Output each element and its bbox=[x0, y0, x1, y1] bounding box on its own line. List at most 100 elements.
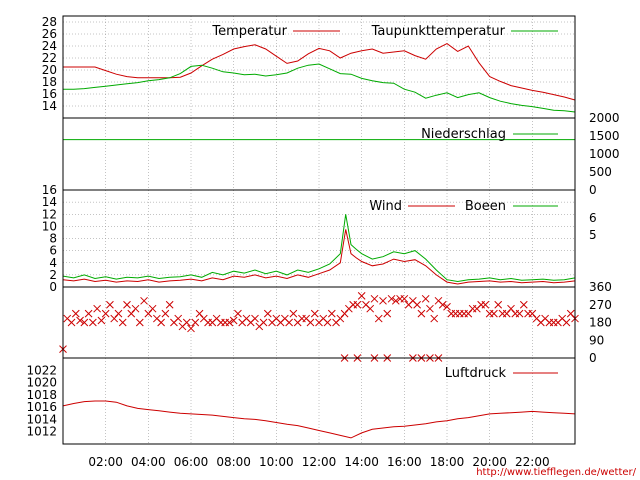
marker-stroke bbox=[106, 300, 114, 309]
marker-stroke bbox=[289, 309, 298, 318]
wind-direction-marker bbox=[225, 318, 234, 327]
wind-direction-marker bbox=[443, 302, 451, 311]
marker-stroke bbox=[199, 314, 208, 323]
marker-stroke bbox=[251, 314, 259, 323]
y-tick-label: 28 bbox=[42, 15, 57, 29]
panel-frames bbox=[62, 15, 576, 445]
y-tick-label: 1014 bbox=[26, 412, 57, 426]
y-tick-label: 1018 bbox=[26, 388, 57, 402]
marker-stroke bbox=[281, 314, 289, 323]
wind-direction-marker bbox=[417, 309, 426, 318]
y-tick-label: 20 bbox=[42, 63, 57, 77]
wind-direction-marker bbox=[84, 309, 93, 318]
wind-direction-marker bbox=[161, 309, 170, 318]
marker-stroke bbox=[370, 294, 379, 303]
marker-stroke bbox=[225, 318, 234, 327]
wind-direction-marker bbox=[263, 309, 272, 318]
y-tick-label: 22 bbox=[42, 51, 57, 65]
marker-stroke bbox=[426, 304, 434, 313]
marker-stroke bbox=[165, 300, 174, 309]
wind-direction-marker bbox=[259, 318, 268, 327]
wind-direction-marker bbox=[234, 309, 242, 318]
y-tick-label: 10 bbox=[42, 219, 57, 233]
marker-stroke bbox=[374, 314, 383, 323]
marker-stroke bbox=[353, 300, 362, 309]
marker-stroke bbox=[242, 314, 251, 323]
marker-stroke bbox=[285, 318, 293, 327]
marker-stroke bbox=[302, 314, 311, 323]
marker-stroke bbox=[383, 309, 392, 318]
marker-stroke bbox=[327, 309, 336, 318]
credit-url: http://www.tiefflegen.de/wetter/ bbox=[476, 467, 636, 478]
wind-direction-marker bbox=[289, 309, 298, 318]
marker-stroke bbox=[195, 309, 204, 318]
y-tick-label: 4 bbox=[49, 256, 57, 270]
wind-direction-marker bbox=[366, 304, 375, 313]
marker-stroke bbox=[263, 309, 272, 318]
marker-stroke bbox=[67, 318, 76, 327]
wind-direction-marker bbox=[131, 304, 140, 313]
marker-stroke bbox=[409, 296, 417, 305]
marker-stroke bbox=[161, 309, 170, 318]
y-tick-label: 1012 bbox=[26, 425, 57, 439]
marker-stroke bbox=[421, 294, 430, 303]
marker-stroke bbox=[229, 316, 238, 325]
marker-stroke bbox=[306, 318, 315, 327]
marker-stroke bbox=[148, 304, 157, 313]
x-tick-label: 14:00 bbox=[344, 455, 379, 469]
wind-direction-marker bbox=[148, 304, 157, 313]
wind-direction-marker bbox=[383, 309, 392, 318]
y-tick-label: 2000 bbox=[589, 111, 620, 125]
marker-stroke bbox=[76, 316, 84, 325]
x-tick-label: 10:00 bbox=[259, 455, 294, 469]
wind-direction-marker bbox=[229, 316, 238, 325]
marker-stroke bbox=[191, 318, 200, 327]
marker-stroke bbox=[413, 300, 421, 309]
x-tick-label: 08:00 bbox=[216, 455, 251, 469]
y-tick-label: 0 bbox=[589, 183, 597, 197]
y-tick-label: 360 bbox=[589, 280, 612, 294]
y-tick-label: 2 bbox=[49, 268, 57, 282]
y-tick-label: 18 bbox=[42, 75, 57, 89]
marker-stroke bbox=[558, 314, 567, 323]
wind-direction-marker bbox=[387, 294, 396, 303]
marker-stroke bbox=[89, 318, 97, 327]
wind-direction-marker bbox=[400, 294, 409, 303]
y-tick-label: 14 bbox=[42, 99, 57, 113]
y-tick-label: 6 bbox=[49, 244, 57, 258]
marker-stroke bbox=[259, 318, 268, 327]
marker-stroke bbox=[362, 300, 370, 309]
x-tick-label: 20:00 bbox=[472, 455, 507, 469]
marker-stroke bbox=[400, 294, 409, 303]
y-tick-label: 270 bbox=[589, 298, 612, 312]
wind-direction-marker bbox=[357, 292, 366, 300]
legend-layer: Temperatur Taupunkttemperatur Niederschlag… bbox=[211, 24, 558, 381]
marker-stroke bbox=[272, 314, 281, 323]
wind-direction-marker bbox=[174, 314, 183, 323]
legend-label: Wind bbox=[369, 199, 402, 214]
x-tick-label: 12:00 bbox=[302, 455, 337, 469]
wind-direction-marker bbox=[494, 300, 503, 309]
series-line-taupunkttemperatur bbox=[63, 63, 576, 113]
wind-direction-marker bbox=[562, 318, 571, 327]
marker-stroke bbox=[187, 324, 195, 333]
marker-stroke bbox=[63, 314, 72, 323]
wind-direction-marker bbox=[421, 294, 430, 303]
y-tick-label: 90 bbox=[589, 333, 604, 347]
wind-direction-marker bbox=[413, 300, 421, 309]
wind-direction-marker bbox=[490, 309, 498, 318]
wind-direction-marker bbox=[374, 314, 383, 323]
marker-stroke bbox=[71, 309, 80, 318]
wind-direction-marker bbox=[391, 296, 400, 305]
wind-direction-marker bbox=[89, 318, 97, 327]
marker-stroke bbox=[528, 309, 537, 318]
marker-stroke bbox=[97, 316, 106, 325]
marker-stroke bbox=[481, 300, 490, 309]
wind-direction-marker bbox=[438, 300, 447, 309]
wind-direction-marker bbox=[370, 294, 379, 303]
legend-label: Luftdruck bbox=[445, 366, 507, 381]
wind-direction-marker bbox=[323, 318, 332, 327]
wind-direction-marker bbox=[165, 300, 174, 309]
